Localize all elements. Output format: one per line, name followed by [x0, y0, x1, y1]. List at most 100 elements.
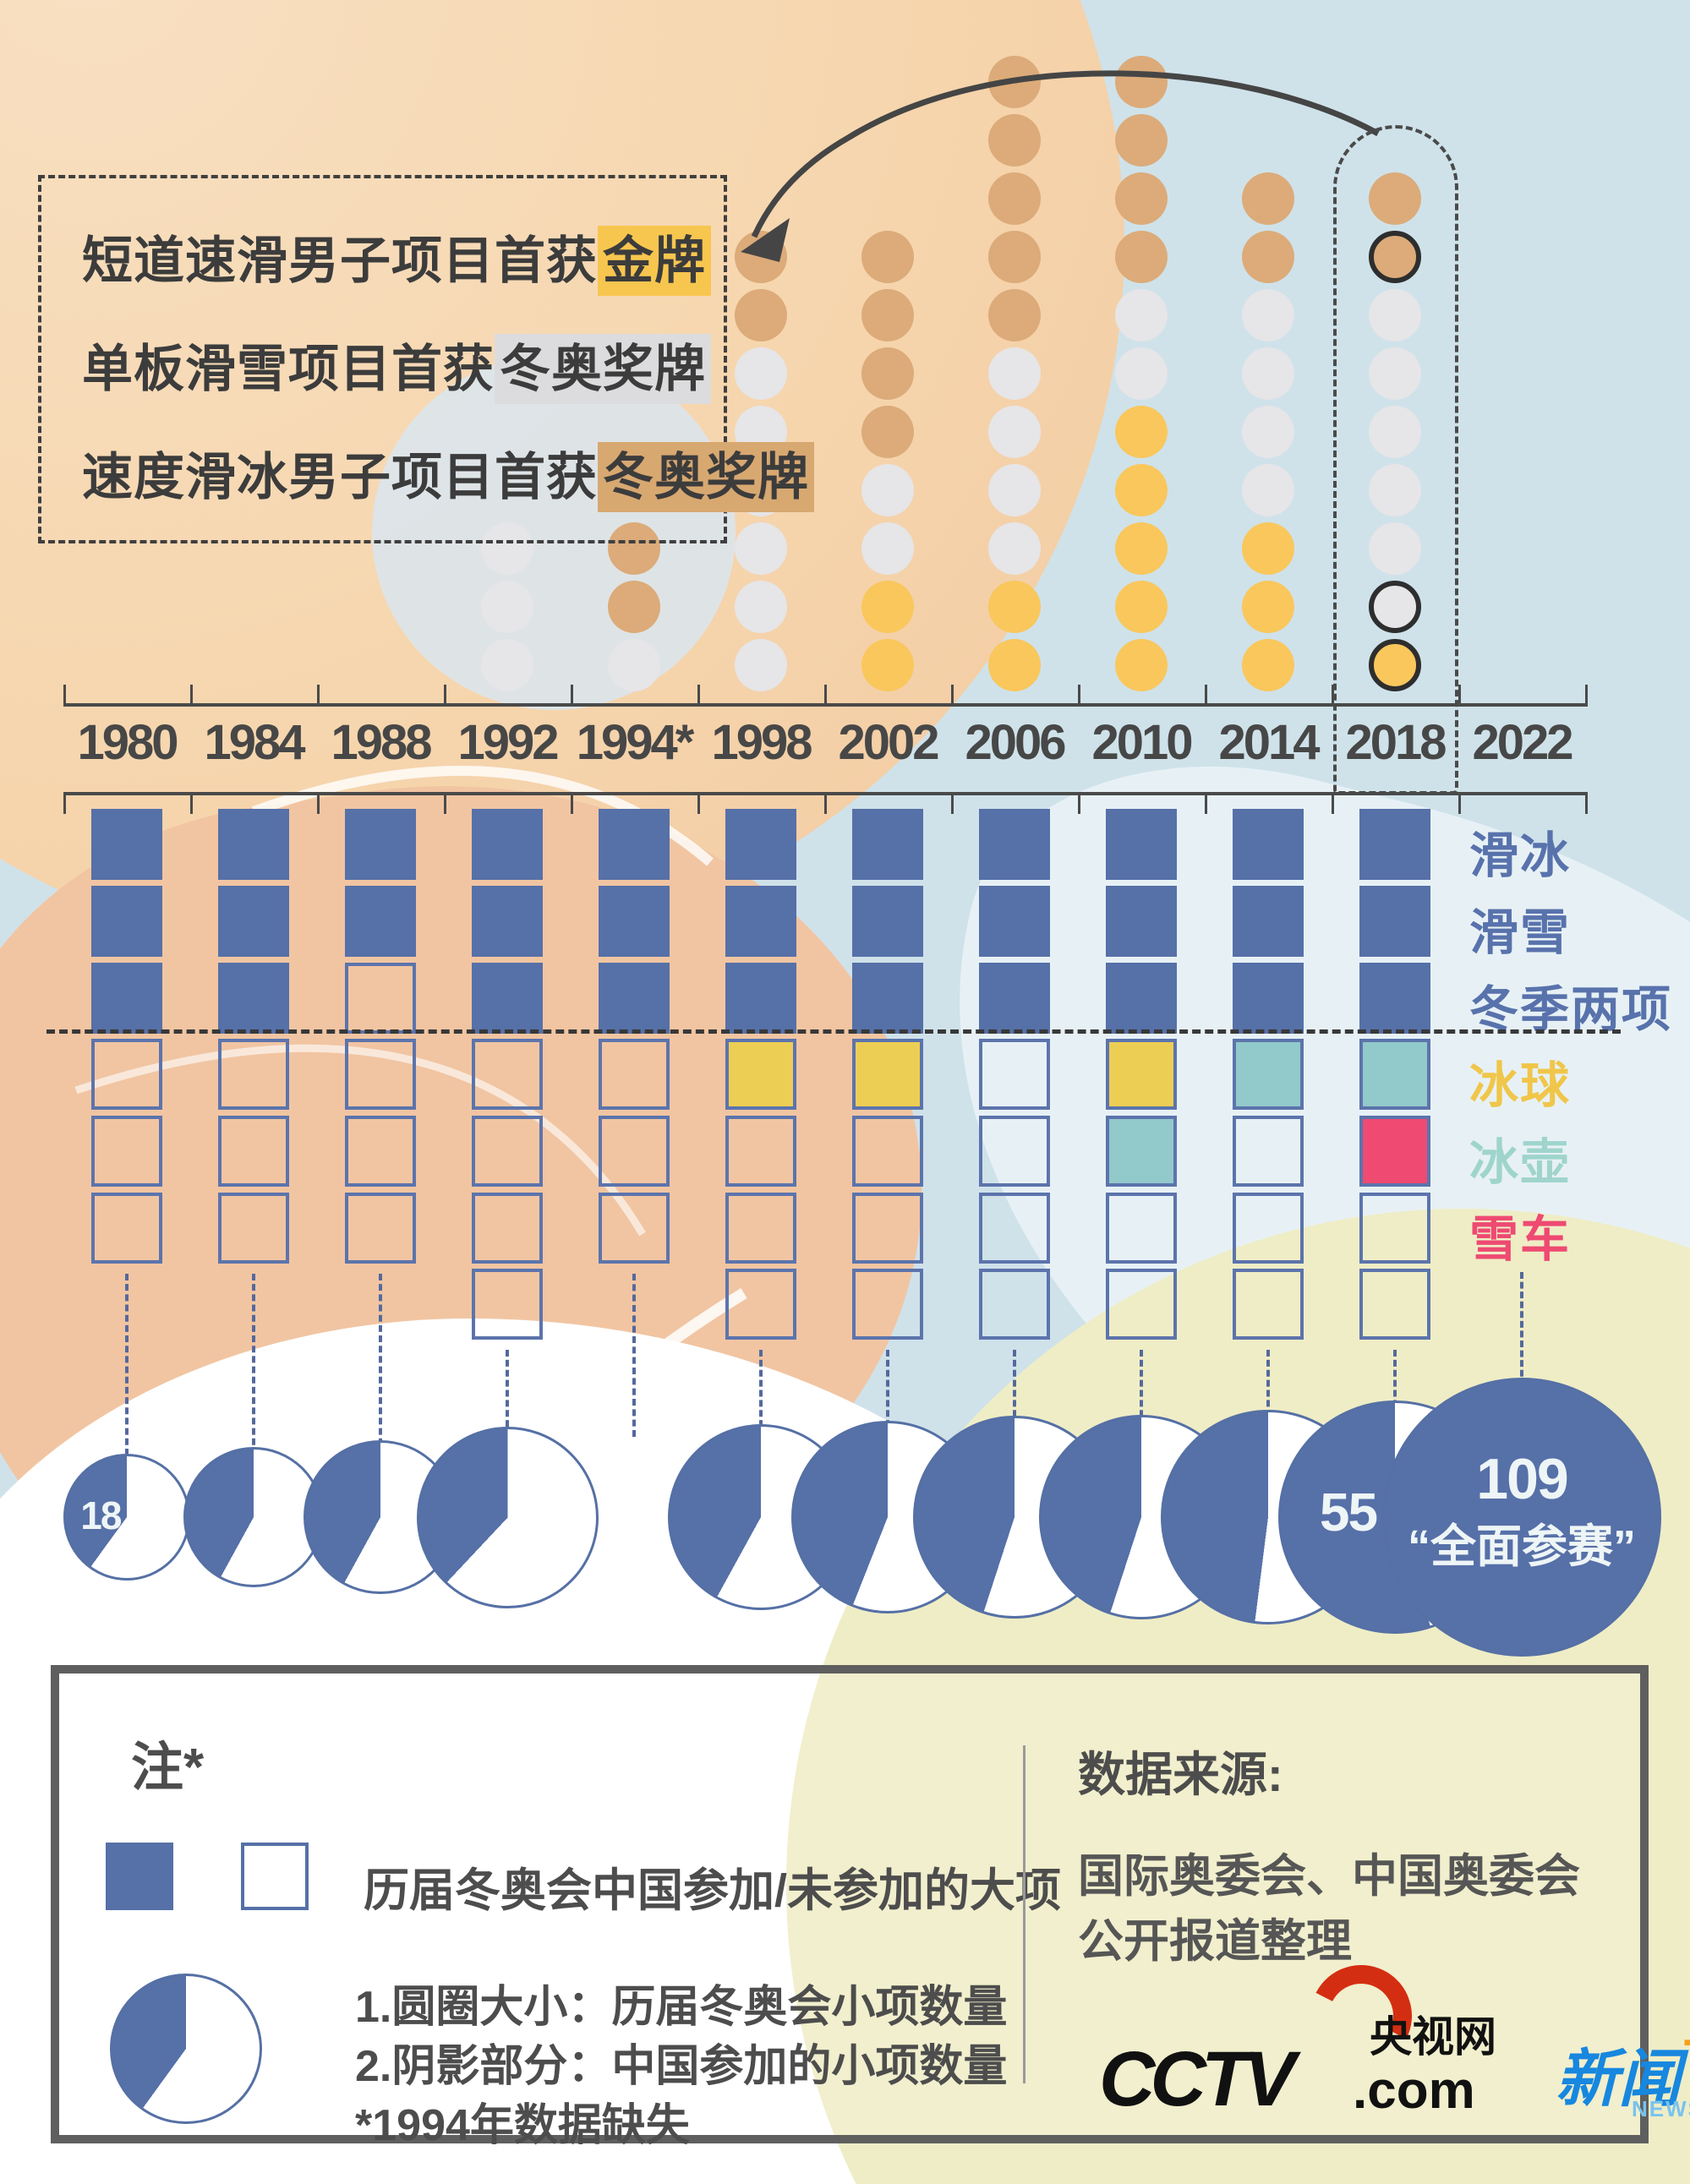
- medal-dot-2006-6: [988, 347, 1041, 400]
- annotation-line-3: 速度滑冰男子项目首获 冬奥奖牌: [82, 423, 814, 532]
- year-label-1988: 1988: [331, 715, 432, 770]
- grid-cell-2006-row5-O: [979, 1116, 1050, 1187]
- legend-pie-line2: 2.阴影部分：中国参加的小项数量: [355, 2042, 1008, 2091]
- grid-cell-1980-row2-F: [91, 886, 162, 957]
- grid-cell-1998-row6-O: [725, 1193, 796, 1264]
- grid-cell-2018-row7-O: [1359, 1269, 1430, 1340]
- grid-cell-1994*-row2-F: [599, 886, 670, 957]
- medal-dot-2010-9: [1115, 522, 1168, 575]
- axis-tick-bottom: [1078, 795, 1080, 814]
- row-label-滑冰: 滑冰: [1469, 828, 1572, 883]
- medal-dot-2006-5: [988, 289, 1041, 341]
- grid-cell-2002-row6-O: [852, 1193, 923, 1264]
- axis-tick-bottom: [1205, 795, 1207, 814]
- row-label-雪车: 雪车: [1469, 1212, 1572, 1267]
- medal-dot-2002-8: [861, 639, 914, 691]
- cctv-com-text: .com: [1353, 2061, 1475, 2120]
- grid-cell-1988-row4-O: [345, 1039, 416, 1110]
- medal-dot-2006-3: [988, 172, 1041, 225]
- row-label-冬季两项: 冬季两项: [1469, 982, 1673, 1037]
- medal-dot-2010-7: [1115, 406, 1168, 458]
- pie-1984: [183, 1447, 324, 1587]
- year-label-2018: 2018: [1345, 715, 1447, 770]
- medal-dot-1998-3: [735, 347, 787, 400]
- grid-cell-1994*-row6-O: [599, 1193, 670, 1264]
- medal-dot-2006-9: [988, 522, 1041, 575]
- connector-2022: [1520, 1272, 1523, 1416]
- grid-cell-2014-row3-F: [1233, 963, 1304, 1034]
- axis-tick-top: [951, 685, 954, 703]
- grid-cell-2014-row5-O: [1233, 1116, 1304, 1187]
- axis-tick-bottom: [571, 795, 573, 814]
- grid-cell-2010-row7-O: [1106, 1269, 1177, 1340]
- source-title: 数据来源:: [1078, 1748, 1283, 1801]
- grid-cell-1998-row5-O: [725, 1116, 796, 1187]
- cctv-wordmark: CCTV: [1099, 2036, 1295, 2122]
- grid-cell-1994*-row3-F: [599, 963, 670, 1034]
- grid-cell-2018-row6-O: [1359, 1193, 1430, 1264]
- annotation-line-1-text: 短道速滑男子项目首获: [82, 232, 598, 289]
- axis-tick-top: [190, 685, 193, 703]
- medal-dot-2018-2-first: [1369, 231, 1421, 283]
- axis-tick-bottom: [1458, 795, 1461, 814]
- news-plus-wordmark: 新闻: [1556, 2044, 1681, 2114]
- axis-tick-top: [1458, 685, 1461, 703]
- connector-1984: [252, 1274, 255, 1517]
- year-label-1984: 1984: [204, 715, 305, 770]
- grid-cell-1994*-row1-F: [599, 809, 670, 880]
- row-label-冰壶: 冰壶: [1469, 1135, 1572, 1190]
- medal-dot-2002-4: [861, 406, 914, 458]
- grid-cell-1984-row5-O: [218, 1116, 289, 1187]
- medal-dot-2018-9-first: [1369, 639, 1421, 691]
- grid-cell-2006-row6-O: [979, 1193, 1050, 1264]
- legend-pie-line1: 1.圆圈大小：历届冬奥会小项数量: [355, 1983, 1008, 2032]
- grid-cell-2018-row4-T: [1359, 1039, 1430, 1110]
- medal-dot-2010-5: [1115, 289, 1168, 341]
- medal-dot-1994*-1: [608, 522, 660, 575]
- medal-dot-2006-7: [988, 406, 1041, 458]
- medal-dot-2006-8: [988, 464, 1041, 516]
- grid-cell-1998-row4-Y: [725, 1039, 796, 1110]
- medal-dot-1994*-2: [608, 581, 660, 633]
- axis-line-top: [63, 703, 1588, 707]
- year-label-1992: 1992: [457, 715, 559, 770]
- grid-cell-1994*-row4-O: [599, 1039, 670, 1110]
- medal-dot-1998-8: [735, 639, 787, 691]
- axis-tick-top: [1332, 685, 1334, 703]
- news-plus-subtext: NEWS+: [1632, 2096, 1690, 2121]
- grid-cell-2006-row1-F: [979, 809, 1050, 880]
- axis-tick-bottom: [824, 795, 827, 814]
- note-title: 注*: [131, 1739, 205, 1797]
- row-label-冰球: 冰球: [1469, 1058, 1572, 1113]
- source-line2: 公开报道整理: [1078, 1916, 1352, 1967]
- medal-dot-2014-4: [1242, 347, 1294, 400]
- grid-cell-2006-row7-O: [979, 1269, 1050, 1340]
- grid-cell-2018-row3-F: [1359, 963, 1430, 1034]
- axis-tick-bottom: [444, 795, 446, 814]
- grid-cell-1984-row6-O: [218, 1193, 289, 1264]
- grid-cell-1984-row2-F: [218, 886, 289, 957]
- grid-cell-1980-row3-F: [91, 963, 162, 1034]
- axis-tick-bottom: [190, 795, 193, 814]
- medal-dot-2010-10: [1115, 581, 1168, 633]
- axis-tick-top: [1585, 685, 1588, 703]
- grid-cell-2002-row7-O: [852, 1269, 923, 1340]
- legend-pie-line3: *1994年数据缺失: [355, 2101, 690, 2150]
- background-circle-shape: [372, 355, 736, 710]
- grid-cell-1998-row2-F: [725, 886, 796, 957]
- cctv-logo: CCTV .com 央视网: [1099, 1952, 1496, 2130]
- axis-line-bottom: [63, 792, 1588, 795]
- grid-cell-1988-row6-O: [345, 1193, 416, 1264]
- medal-dot-2018-4: [1369, 347, 1421, 400]
- grid-cell-1992-row3-F: [472, 963, 543, 1034]
- year-label-2010: 2010: [1091, 715, 1193, 770]
- grid-cell-2014-row7-O: [1233, 1269, 1304, 1340]
- medal-dot-2014-5: [1242, 406, 1294, 458]
- medal-dot-2018-5: [1369, 406, 1421, 458]
- grid-cell-2006-row2-F: [979, 886, 1050, 957]
- medal-dot-2002-7: [861, 581, 914, 633]
- axis-tick-bottom: [63, 795, 66, 814]
- medal-dot-2006-4: [988, 231, 1041, 283]
- axis-tick-top: [317, 685, 320, 703]
